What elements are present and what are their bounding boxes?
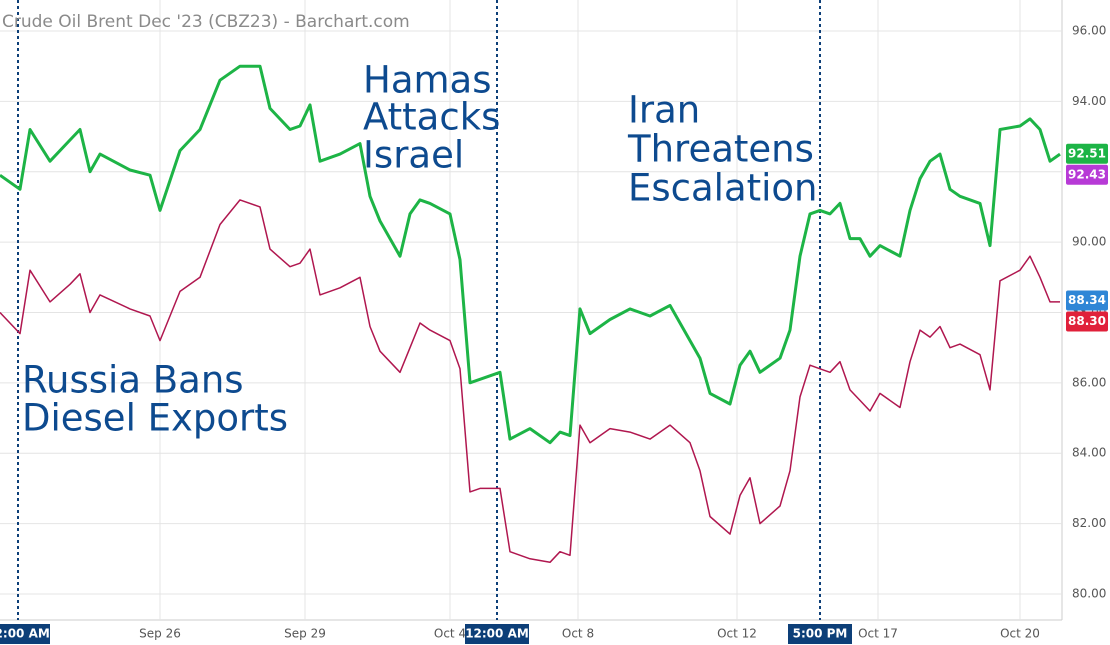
y-tick-label: 84.00 bbox=[1072, 446, 1106, 460]
x-tick-label: Oct 17 bbox=[858, 627, 898, 641]
annotation: Iran bbox=[628, 89, 700, 132]
x-tick-box bbox=[0, 624, 50, 644]
annotation: Russia Bans bbox=[22, 359, 244, 402]
annotation: Attacks bbox=[363, 96, 500, 139]
x-tick-box bbox=[788, 624, 852, 644]
y-tick-label: 94.00 bbox=[1072, 94, 1106, 108]
chart-title: Crude Oil Brent Dec '23 (CBZ23) - Barcha… bbox=[2, 12, 410, 32]
x-tick-box bbox=[465, 624, 529, 644]
x-tick-label: Sep 26 bbox=[139, 627, 181, 641]
x-tick-label: Oct 8 bbox=[562, 627, 594, 641]
price-marker bbox=[1066, 311, 1108, 332]
annotation: Hamas bbox=[363, 59, 492, 102]
plot bbox=[0, 64, 1061, 564]
annotation: Israel bbox=[363, 134, 464, 177]
x-tick-label: 12:00 AM bbox=[0, 627, 50, 641]
x-tick-label: Oct 12 bbox=[717, 627, 757, 641]
annotation: Escalation bbox=[628, 167, 818, 210]
price-label: 88.34 bbox=[1068, 293, 1106, 307]
price-marker bbox=[1066, 143, 1108, 164]
price-label: 92.43 bbox=[1068, 167, 1106, 181]
x-tick-label: Oct 20 bbox=[1000, 627, 1040, 641]
x-tick-label: 5:00 PM bbox=[793, 627, 848, 641]
price-marker bbox=[1066, 290, 1108, 311]
line-series bbox=[0, 64, 1061, 445]
y-tick-label: 86.00 bbox=[1072, 375, 1106, 389]
annotation: Threatens bbox=[627, 128, 814, 171]
line-series bbox=[0, 199, 1060, 564]
x-tick-label: 12:00 AM bbox=[465, 627, 529, 641]
y-tick-label: 80.00 bbox=[1072, 586, 1106, 600]
y-tick-label: 90.00 bbox=[1072, 235, 1106, 249]
grid bbox=[0, 0, 1063, 621]
price-label: 88.30 bbox=[1068, 314, 1106, 328]
y-tick-label: 96.00 bbox=[1072, 23, 1106, 37]
x-tick-label: Oct 4 bbox=[434, 627, 466, 641]
price-marker bbox=[1066, 164, 1108, 185]
x-tick-label: Sep 29 bbox=[284, 627, 326, 641]
price-label: 92.51 bbox=[1068, 146, 1106, 160]
annotation: Diesel Exports bbox=[22, 397, 288, 440]
y-tick-label: 82.00 bbox=[1072, 516, 1106, 530]
